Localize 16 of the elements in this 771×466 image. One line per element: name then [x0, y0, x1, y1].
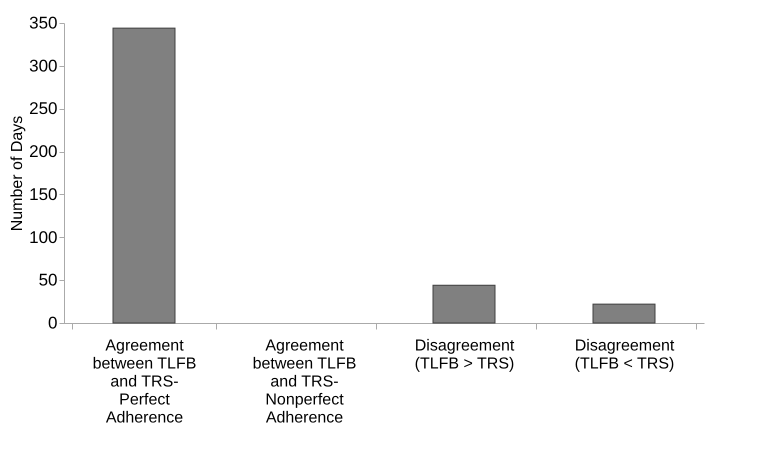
y-tick-label: 300 — [29, 56, 58, 76]
bar — [592, 304, 656, 324]
x-tick-label: Disagreement (TLFB < TRS) — [574, 338, 675, 372]
y-tick-label: 50 — [38, 270, 58, 290]
y-tick-label: 150 — [29, 184, 58, 204]
y-tick-label: 250 — [29, 99, 58, 118]
y-tick-label: 200 — [29, 142, 58, 162]
y-tick-label: 100 — [29, 228, 58, 247]
y-tick-label: 350 — [29, 14, 58, 32]
y-axis-title: Number of Days — [9, 116, 26, 232]
y-tick-label: 0 — [48, 314, 58, 332]
x-tick-label: Agreement between TLFB and TRS- Nonperfect Adherence — [252, 338, 356, 426]
bar — [112, 28, 176, 324]
x-tick-label: Disagreement (TLFB > TRS) — [414, 338, 515, 372]
bar — [432, 284, 496, 324]
x-tick-label: Agreement between TLFB and TRS- Perfect Adherence — [92, 338, 196, 426]
